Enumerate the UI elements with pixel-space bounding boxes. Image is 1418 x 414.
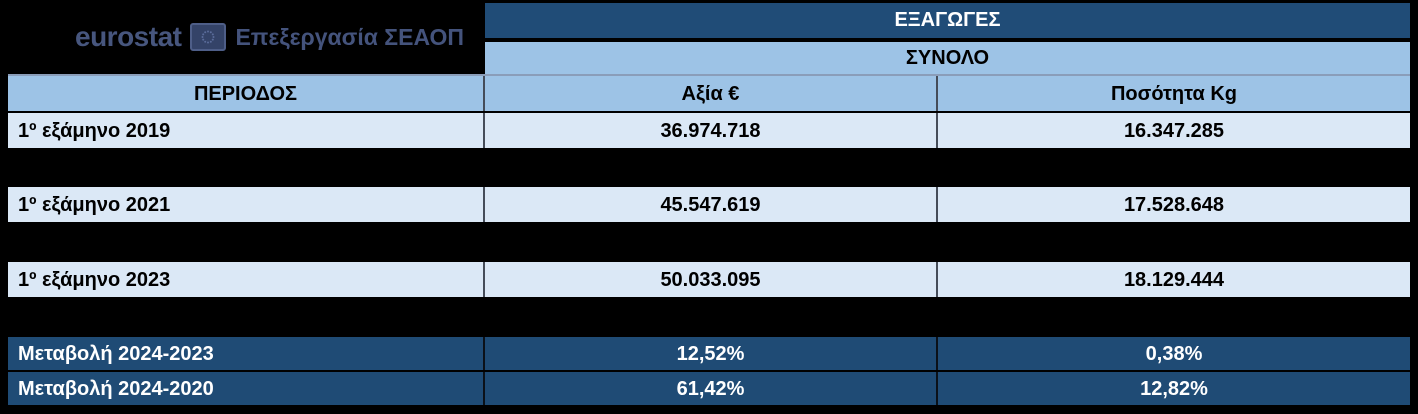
period-cell: 1º εξάμηνο 2023 [8, 262, 483, 297]
eu-flag-icon [190, 23, 227, 51]
period-cell: Μεταβολή 2024-2020 [8, 372, 483, 405]
value-cell: 50.033.095 [483, 262, 936, 297]
brand-subtitle: Επεξεργασία ΣΕΑΟΠ [235, 23, 464, 50]
table-subtitle-row: ΣΥΝΟΛΟ [8, 42, 1410, 76]
table-row-2019: 1º εξάμηνο 2019 36.974.718 16.347.285 [8, 113, 1410, 148]
subtitle-left-spacer [8, 42, 485, 74]
quantity-cell: 18.129.444 [936, 262, 1410, 297]
value-cell: 36.974.718 [483, 113, 936, 148]
quantity-cell: 16.347.285 [936, 113, 1410, 148]
table-row-2023: 1º εξάμηνο 2023 50.033.095 18.129.444 [8, 262, 1410, 297]
value-cell: 12,52% [483, 337, 936, 370]
eurostat-logo: eurostat [75, 21, 182, 52]
period-cell: 1º εξάμηνο 2021 [8, 187, 483, 222]
table-subtitle: ΣΥΝΟΛΟ [485, 42, 1410, 74]
eu-stars-graphic [201, 30, 215, 44]
period-cell: Μεταβολή 2024-2023 [8, 337, 483, 370]
column-header-period: ΠΕΡΙΟΔΟΣ [8, 76, 483, 111]
table-title: ΕΞΑΓΩΓΕΣ [485, 3, 1410, 38]
table-title-row: ΕΞΑΓΩΓΕΣ [8, 3, 1410, 38]
value-cell: 45.547.619 [483, 187, 936, 222]
table-row-2021: 1º εξάμηνο 2021 45.547.619 17.528.648 [8, 187, 1410, 222]
column-header-quantity: Ποσότητα Kg [936, 76, 1410, 111]
quantity-cell: 12,82% [936, 372, 1410, 405]
change-row-2024-2020: Μεταβολή 2024-2020 61,42% 12,82% [8, 372, 1410, 405]
title-left-spacer [8, 3, 485, 38]
column-header-value: Αξία € [483, 76, 936, 111]
brand-block: eurostat Επεξεργασία ΣΕΑΟΠ [75, 20, 464, 54]
period-cell: 1º εξάμηνο 2019 [8, 113, 483, 148]
change-row-2024-2023: Μεταβολή 2024-2023 12,52% 0,38% [8, 337, 1410, 370]
value-cell: 61,42% [483, 372, 936, 405]
column-header-row: ΠΕΡΙΟΔΟΣ Αξία € Ποσότητα Kg [8, 76, 1410, 111]
quantity-cell: 0,38% [936, 337, 1410, 370]
quantity-cell: 17.528.648 [936, 187, 1410, 222]
exports-table: ΕΞΑΓΩΓΕΣ ΣΥΝΟΛΟ ΠΕΡΙΟΔΟΣ Αξία € Ποσότητα… [8, 3, 1410, 405]
